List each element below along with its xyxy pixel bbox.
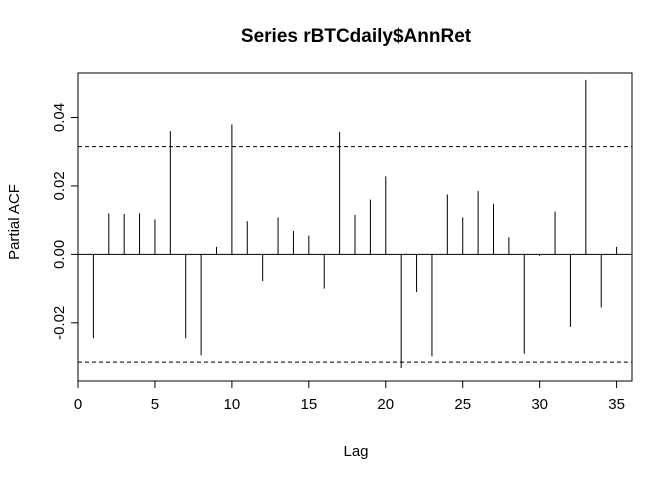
x-tick-label: 10	[224, 396, 241, 413]
x-tick-label: 20	[377, 396, 394, 413]
y-tick-label: 0.04	[51, 103, 68, 132]
y-tick-label: 0.00	[51, 240, 68, 269]
x-tick-label: 35	[608, 396, 625, 413]
x-axis-label: Lag	[343, 443, 368, 460]
y-tick-label: 0.02	[51, 171, 68, 200]
chart-title: Series rBTCdaily$AnnRet	[241, 26, 472, 47]
y-tick-label: -0.02	[51, 306, 68, 340]
y-axis-label: Partial ACF	[6, 184, 23, 260]
x-tick-label: 0	[74, 396, 82, 413]
x-tick-label: 5	[151, 396, 159, 413]
x-tick-label: 30	[531, 396, 548, 413]
chart-marks: 0 5 10 15 20 25 30 35 -0.02 0.00 0.02 0.04	[51, 79, 632, 413]
x-tick-label: 15	[300, 396, 317, 413]
x-tick-label: 25	[454, 396, 471, 413]
